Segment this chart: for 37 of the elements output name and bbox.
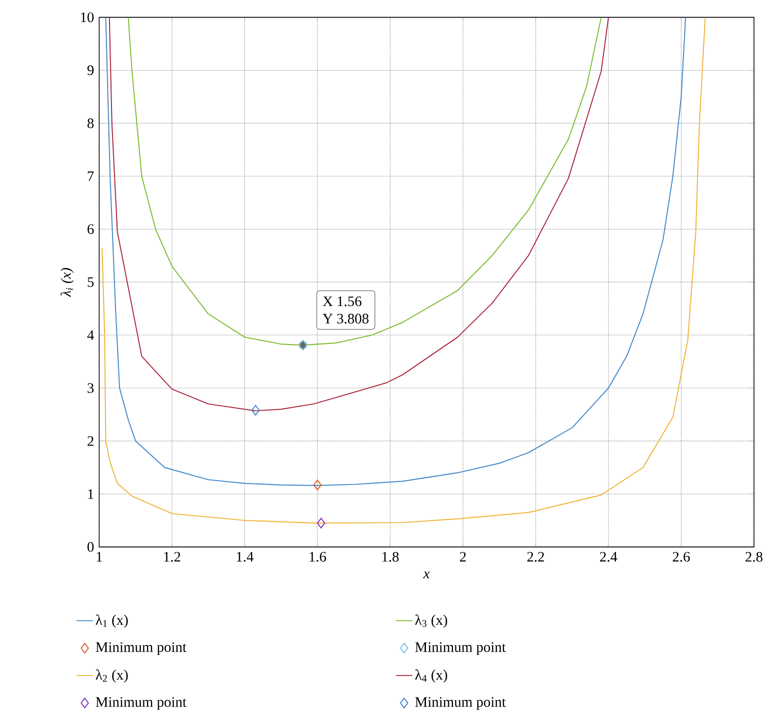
y-tick-label: 4	[87, 330, 94, 340]
line-series	[108, 17, 609, 412]
legend-label: Minimum point	[415, 697, 506, 710]
y-tick-label: 10	[81, 12, 94, 22]
y-tick-label: 2	[88, 436, 94, 446]
x-tick-label: 2.6	[672, 552, 690, 562]
legend-label: Minimum point	[415, 642, 506, 655]
x-tick-label: 1.8	[382, 552, 399, 562]
x-tick-label: 2	[460, 552, 466, 562]
legend-label: λ$_{3}$ (x)	[415, 614, 448, 628]
x-tick-label: 2.2	[527, 552, 544, 562]
x-tick-label: 1.6	[310, 552, 326, 562]
legend-label: λ$_{2}$ (x)	[96, 669, 128, 683]
legend-label: λ$_{4}$ (x)	[415, 669, 448, 683]
y-tick-label: 9	[87, 65, 94, 76]
x-tick-label: 2.4	[600, 552, 618, 562]
point	[313, 480, 322, 490]
annotation: X 1.56	[322, 296, 362, 306]
y-tick-label: 3	[88, 383, 94, 393]
y-tick-label: 5	[88, 277, 94, 287]
legend-label: λ$_{1}$ (x)	[96, 614, 128, 628]
y-axis-title: λ$_{i}$ (x)	[60, 268, 74, 298]
y-tick-label: 8	[87, 118, 94, 128]
y-tick-label: 6	[88, 224, 94, 234]
y-tick-label: 7	[88, 171, 94, 181]
x-tick-label: 1	[96, 552, 102, 562]
point	[252, 404, 260, 416]
legend-label: Minimum point	[96, 642, 186, 655]
x-axis-title: x	[423, 572, 430, 578]
x-tick-label: 1.2	[164, 552, 180, 562]
legend-label: Minimum point	[96, 697, 186, 710]
annotation: Y 3.808	[322, 314, 369, 324]
x-tick-label: 2.8	[746, 552, 762, 562]
y-tick-label: 1	[88, 489, 94, 499]
x-tick-label: 1.4	[236, 552, 254, 562]
y-tick-label: 0	[87, 542, 94, 552]
point	[316, 518, 326, 528]
